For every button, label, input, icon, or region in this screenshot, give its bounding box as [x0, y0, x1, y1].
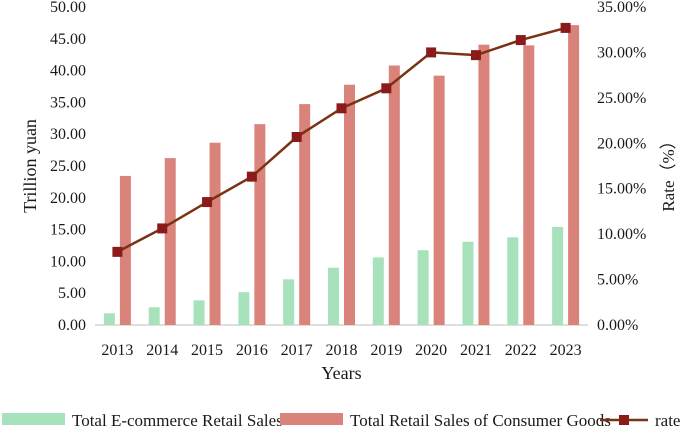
left-tick-label: 15.00	[50, 222, 86, 239]
x-tick-label: 2023	[550, 342, 582, 359]
left-tick-label: 30.00	[50, 126, 86, 143]
right-axis-ticks: 0.00% 5.00% 10.00% 15.00% 20.00% 25.00% 30.00%…	[597, 0, 646, 334]
x-tick-label: 2016	[236, 342, 268, 359]
legend-swatch-ecommerce	[2, 413, 65, 425]
legend-label-retail-total: Total Retail Sales of Consumer Goods	[350, 411, 611, 427]
retail-total-bar	[433, 75, 445, 325]
right-axis-label: Rate（%）	[659, 132, 678, 211]
rate-marker	[157, 223, 168, 234]
rate-marker	[515, 35, 526, 46]
legend-swatch-retail-total	[280, 413, 343, 425]
ecommerce-bar	[372, 257, 384, 325]
rate-line-series	[112, 22, 571, 257]
bar-series	[103, 25, 580, 326]
left-tick-label: 20.00	[50, 190, 86, 207]
retail-total-bar	[119, 175, 131, 325]
left-tick-label: 5.00	[58, 285, 86, 302]
legend-label-ecommerce: Total E-commerce Retail Sales	[72, 411, 283, 427]
right-tick-label: 10.00%	[597, 226, 646, 243]
x-tick-label: 2019	[370, 342, 402, 359]
right-tick-label: 15.00%	[597, 181, 646, 198]
left-tick-label: 45.00	[50, 31, 86, 48]
left-tick-label: 25.00	[50, 158, 86, 175]
retail-total-bar	[523, 45, 535, 325]
retail-total-bar	[568, 25, 580, 325]
x-tick-label: 2013	[101, 342, 133, 359]
x-tick-label: 2017	[281, 342, 313, 359]
retail-total-bar	[344, 84, 355, 325]
left-axis-label: Trillion yuan	[20, 119, 40, 213]
rate-marker	[560, 22, 571, 33]
left-tick-label: 40.00	[50, 63, 86, 80]
rate-marker	[246, 171, 257, 182]
x-tick-label: 2015	[191, 342, 223, 359]
x-axis-label: Years	[321, 363, 361, 383]
x-tick-label: 2014	[146, 342, 178, 359]
x-axis-ticks: 2013 2014 2015 2016 2017 2018 2019 2020 2021 2022…	[101, 342, 581, 359]
rate-marker	[426, 47, 437, 58]
right-tick-label: 5.00%	[597, 272, 638, 289]
ecommerce-bar	[507, 237, 519, 325]
retail-total-bar	[388, 65, 400, 326]
right-tick-label: 20.00%	[597, 135, 646, 152]
right-tick-label: 35.00%	[597, 0, 646, 16]
right-tick-label: 0.00%	[597, 317, 638, 334]
x-tick-label: 2018	[326, 342, 358, 359]
legend: Total E-commerce Retail Sales Total Retai…	[2, 411, 680, 427]
ecommerce-bar	[148, 307, 160, 325]
ecommerce-bar	[328, 267, 339, 325]
left-tick-label: 10.00	[50, 253, 86, 270]
retail-total-bar	[299, 104, 311, 325]
retail-total-bar	[254, 124, 266, 325]
left-tick-label: 0.00	[58, 317, 86, 334]
rate-marker	[336, 103, 347, 114]
right-tick-label: 30.00%	[597, 44, 646, 61]
rate-line	[116, 26, 566, 253]
ecommerce-bar	[462, 241, 474, 325]
rate-marker	[291, 132, 302, 143]
rate-marker	[381, 83, 392, 94]
rate-marker	[202, 197, 213, 208]
retail-total-bar	[478, 44, 490, 326]
ecommerce-bar	[283, 279, 295, 325]
ecommerce-bar	[552, 226, 564, 325]
ecommerce-bar	[417, 250, 429, 325]
retail-total-bar	[164, 158, 176, 325]
left-tick-label: 50.00	[50, 0, 86, 16]
x-tick-label: 2021	[460, 342, 492, 359]
left-axis-ticks: 0.00 5.00 10.00 15.00 20.00 25.00 30.00 35.00 40…	[50, 0, 86, 334]
right-tick-label: 25.00%	[597, 90, 646, 107]
rate-marker	[112, 246, 123, 257]
ecommerce-bar	[193, 300, 205, 325]
ecommerce-bar	[103, 313, 115, 325]
legend-label-rate: rate	[655, 411, 680, 427]
x-tick-label: 2020	[415, 342, 447, 359]
rate-marker	[470, 50, 481, 61]
retail-total-bar	[209, 142, 221, 325]
x-tick-label: 2022	[505, 342, 537, 359]
left-tick-label: 35.00	[50, 94, 86, 111]
legend-marker-rate	[619, 415, 629, 425]
ecommerce-bar	[238, 292, 250, 325]
